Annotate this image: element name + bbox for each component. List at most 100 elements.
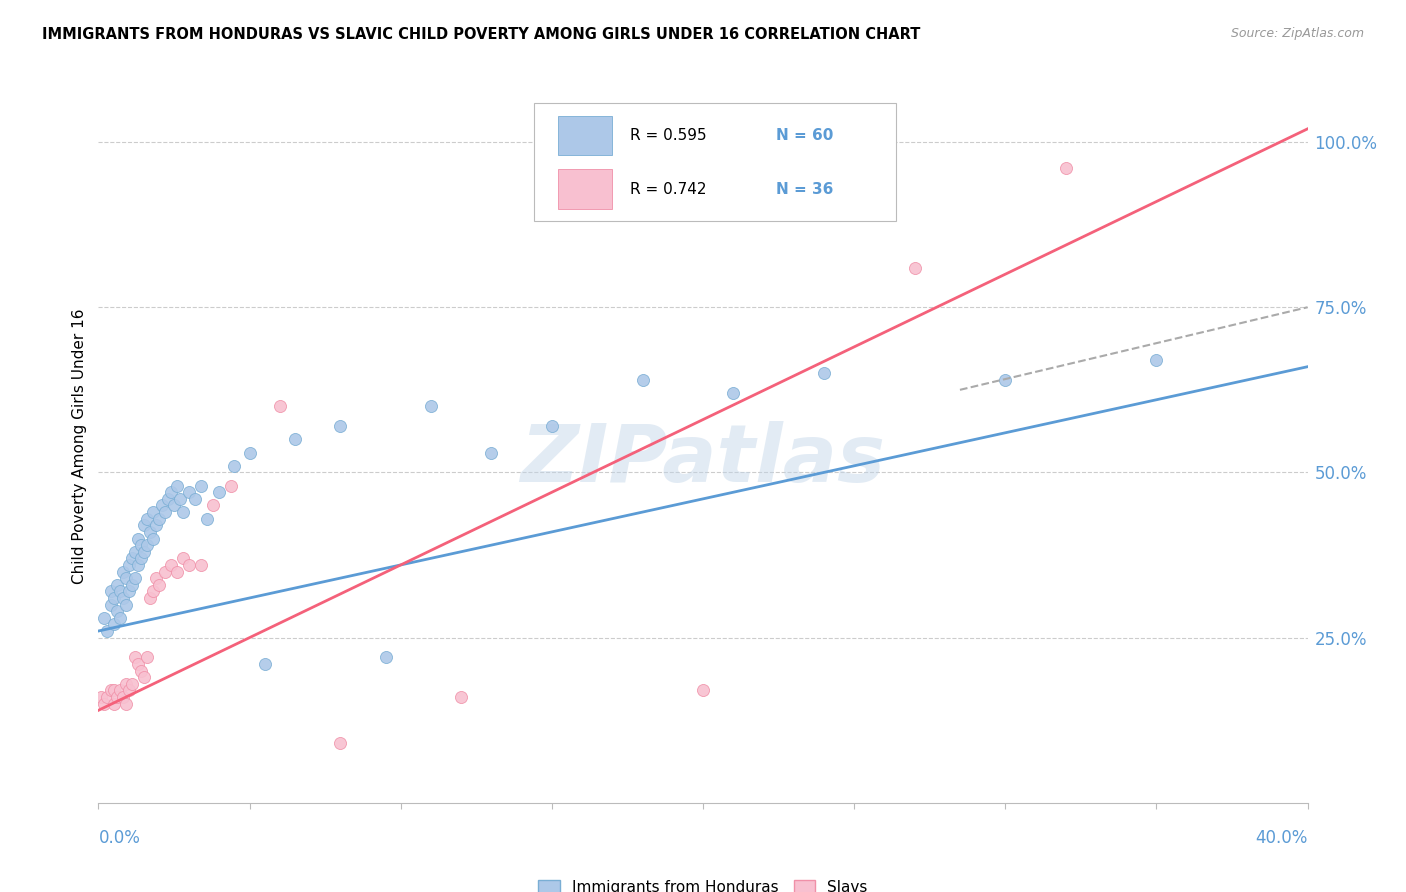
Point	[103, 617, 125, 632]
Point	[139, 524, 162, 539]
Point	[132, 670, 155, 684]
Point	[93, 611, 115, 625]
Point	[723, 386, 745, 401]
Point	[100, 584, 122, 599]
Text: 0.0%: 0.0%	[98, 830, 141, 847]
Point	[153, 565, 176, 579]
Point	[329, 419, 352, 434]
Point	[145, 518, 167, 533]
Point	[129, 551, 152, 566]
Point	[118, 558, 141, 572]
Point	[160, 558, 183, 572]
Point	[166, 565, 188, 579]
Point	[153, 505, 176, 519]
Point	[103, 683, 125, 698]
Point	[108, 683, 131, 698]
Point	[160, 485, 183, 500]
Point	[420, 400, 443, 414]
Point	[374, 650, 396, 665]
Point	[129, 538, 152, 552]
Point	[105, 578, 128, 592]
Point	[631, 373, 654, 387]
Point	[96, 690, 118, 704]
Point	[108, 611, 131, 625]
Point	[121, 578, 143, 592]
Point	[269, 400, 291, 414]
Point	[114, 598, 136, 612]
Point	[142, 505, 165, 519]
Point	[190, 558, 212, 572]
Point	[127, 657, 149, 671]
Point	[118, 683, 141, 698]
Point	[190, 478, 212, 492]
Text: Source: ZipAtlas.com: Source: ZipAtlas.com	[1230, 27, 1364, 40]
Point	[103, 697, 125, 711]
Text: R = 0.595: R = 0.595	[630, 128, 707, 143]
Point	[121, 551, 143, 566]
Point	[135, 650, 157, 665]
Point	[1054, 161, 1077, 176]
Point	[90, 690, 112, 704]
Legend: Immigrants from Honduras, Slavs: Immigrants from Honduras, Slavs	[538, 880, 868, 892]
Point	[100, 598, 122, 612]
Text: IMMIGRANTS FROM HONDURAS VS SLAVIC CHILD POVERTY AMONG GIRLS UNDER 16 CORRELATIO: IMMIGRANTS FROM HONDURAS VS SLAVIC CHILD…	[42, 27, 921, 42]
Text: N = 36: N = 36	[776, 182, 832, 196]
Text: ZIPatlas: ZIPatlas	[520, 421, 886, 500]
Point	[96, 624, 118, 638]
Point	[481, 445, 503, 459]
Point	[150, 499, 173, 513]
Point	[111, 690, 134, 704]
FancyBboxPatch shape	[558, 116, 613, 155]
Point	[253, 657, 276, 671]
Point	[135, 538, 157, 552]
Point	[132, 518, 155, 533]
Point	[329, 736, 352, 750]
Point	[127, 532, 149, 546]
Point	[121, 677, 143, 691]
Point	[156, 491, 179, 506]
Point	[100, 683, 122, 698]
Y-axis label: Child Poverty Among Girls Under 16: Child Poverty Among Girls Under 16	[72, 309, 87, 583]
Point	[813, 367, 835, 381]
Point	[139, 591, 162, 605]
Point	[1144, 353, 1167, 368]
Point	[195, 511, 218, 525]
Point	[135, 511, 157, 525]
Point	[169, 491, 191, 506]
Point	[202, 499, 225, 513]
Point	[118, 584, 141, 599]
Point	[221, 478, 243, 492]
Point	[111, 591, 134, 605]
Point	[132, 545, 155, 559]
Point	[124, 545, 146, 559]
Point	[179, 558, 201, 572]
Point	[142, 584, 165, 599]
Point	[105, 690, 128, 704]
Point	[129, 664, 152, 678]
Text: 40.0%: 40.0%	[1256, 830, 1308, 847]
Text: R = 0.742: R = 0.742	[630, 182, 707, 196]
Point	[114, 677, 136, 691]
Point	[142, 532, 165, 546]
Point	[93, 697, 115, 711]
Point	[124, 571, 146, 585]
Point	[172, 505, 194, 519]
Point	[239, 445, 262, 459]
Point	[111, 565, 134, 579]
Point	[172, 551, 194, 566]
Point	[208, 485, 231, 500]
Point	[284, 433, 307, 447]
FancyBboxPatch shape	[534, 103, 897, 221]
Point	[114, 571, 136, 585]
Point	[163, 499, 186, 513]
Point	[124, 650, 146, 665]
Point	[103, 591, 125, 605]
Point	[224, 458, 246, 473]
Point	[127, 558, 149, 572]
Text: N = 60: N = 60	[776, 128, 832, 143]
FancyBboxPatch shape	[558, 169, 613, 209]
Point	[148, 511, 170, 525]
Point	[184, 491, 207, 506]
Point	[166, 478, 188, 492]
Point	[692, 683, 714, 698]
